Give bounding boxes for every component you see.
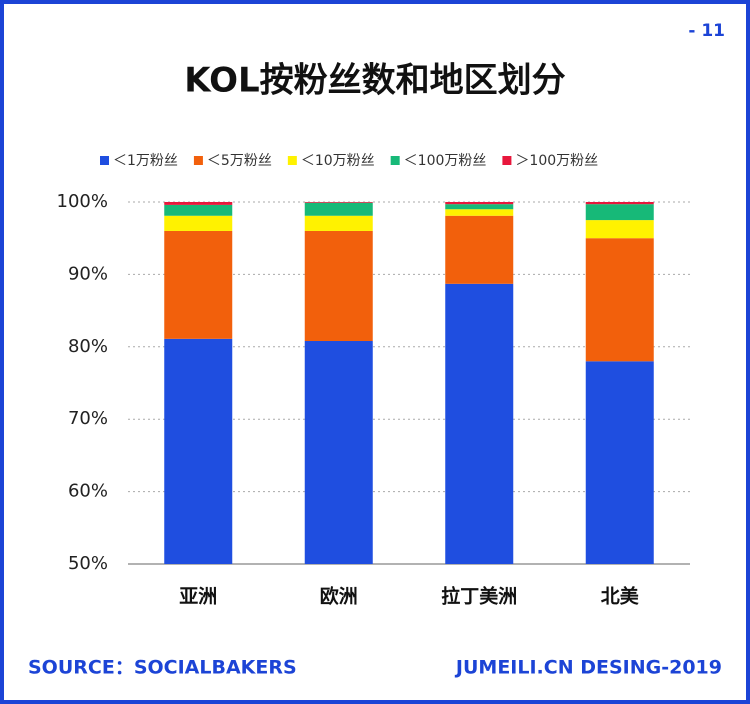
bar-segment: [585, 220, 654, 239]
bar-segment: [445, 215, 514, 284]
credit: JUMEILI.CN DESING-2019: [454, 657, 722, 679]
bar-segment: [304, 230, 373, 342]
x-tick-label: 北美: [601, 585, 640, 608]
legend-label: ＜100万粉丝: [404, 153, 487, 169]
y-tick-label: 90%: [68, 263, 108, 284]
legend-swatch: [390, 156, 400, 165]
x-tick-label: 拉丁美洲: [441, 585, 517, 608]
legend-swatch: [193, 156, 203, 165]
bar-segment: [304, 215, 373, 231]
chart-title: KOL按粉丝数和地区划分: [184, 61, 565, 101]
bar-segment: [445, 209, 514, 216]
legend-swatch: [502, 156, 512, 165]
y-tick-label: 100%: [57, 191, 108, 212]
y-tick-label: 80%: [68, 336, 108, 357]
x-tick-label: 亚洲: [179, 586, 217, 608]
bar-segment: [585, 238, 654, 362]
y-tick-label: 70%: [68, 408, 108, 429]
bar-segment: [445, 204, 514, 210]
legend-swatch: [100, 156, 109, 165]
bar-segment: [304, 202, 373, 203]
bar-segment: [164, 202, 233, 205]
bar-segment: [445, 283, 514, 564]
bar-segment: [164, 230, 233, 339]
legend-label: ＞100万粉丝: [515, 153, 598, 169]
legend-label: ＜10万粉丝: [301, 153, 375, 169]
bar-segment: [585, 361, 654, 564]
bar-segment: [585, 202, 654, 205]
bar-segment: [585, 204, 654, 221]
x-tick-label: 欧洲: [320, 585, 358, 608]
legend-label: ＜1万粉丝: [113, 153, 178, 169]
page-number: - 11: [688, 21, 725, 41]
y-tick-label: 60%: [68, 481, 108, 502]
legend-label: ＜5万粉丝: [207, 153, 272, 169]
bar-segment: [164, 204, 233, 216]
y-tick-label: 50%: [68, 553, 108, 574]
legend-swatch: [287, 156, 297, 165]
bar-segment: [164, 215, 233, 231]
bar-segment: [304, 202, 373, 216]
bar-segment: [445, 202, 514, 205]
bar-segment: [164, 338, 233, 564]
bar-segment: [304, 341, 373, 564]
source: SOURCE：SOCIALBAKERS: [28, 657, 297, 679]
